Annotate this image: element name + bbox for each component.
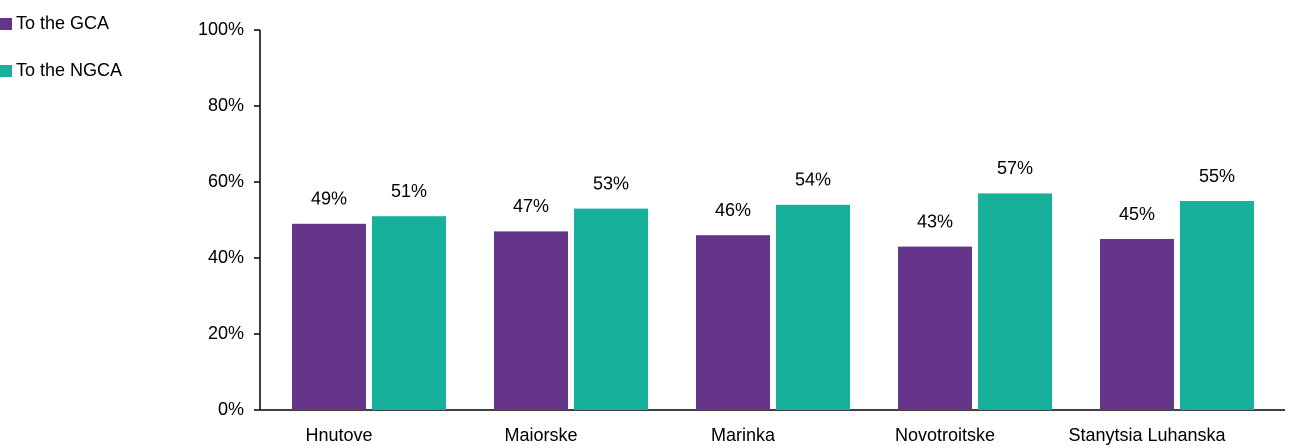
- bar: [1100, 239, 1174, 410]
- legend-label: To the NGCA: [16, 60, 122, 80]
- legend-label: To the GCA: [16, 13, 109, 33]
- bar: [1180, 201, 1254, 410]
- value-label: 46%: [715, 200, 751, 220]
- value-label: 53%: [593, 173, 629, 193]
- value-label: 54%: [795, 170, 831, 190]
- bar: [292, 223, 366, 410]
- value-label: 55%: [1199, 166, 1235, 186]
- value-label: 49%: [311, 189, 347, 209]
- legend-swatch: [0, 65, 12, 77]
- bar: [372, 216, 446, 410]
- bar: [776, 204, 850, 410]
- bar: [494, 231, 568, 410]
- x-tick-label: Novotroitske: [895, 425, 995, 445]
- x-tick-label: Maiorske: [504, 425, 577, 445]
- value-label: 57%: [997, 158, 1033, 178]
- y-tick-label: 60%: [208, 171, 244, 191]
- y-tick-label: 100%: [198, 19, 244, 39]
- bar: [574, 208, 648, 410]
- x-tick-label: Marinka: [711, 425, 776, 445]
- y-tick-label: 20%: [208, 323, 244, 343]
- y-tick-label: 80%: [208, 95, 244, 115]
- value-label: 51%: [391, 181, 427, 201]
- bar: [978, 193, 1052, 410]
- bar: [898, 246, 972, 410]
- value-label: 45%: [1119, 204, 1155, 224]
- value-label: 43%: [917, 211, 953, 231]
- y-tick-label: 0%: [218, 399, 244, 419]
- legend-swatch: [0, 18, 12, 30]
- x-tick-label: Stanytsia Luhanska: [1068, 425, 1226, 445]
- y-tick-label: 40%: [208, 247, 244, 267]
- value-label: 47%: [513, 196, 549, 216]
- bar: [696, 235, 770, 410]
- x-tick-label: Hnutove: [305, 425, 372, 445]
